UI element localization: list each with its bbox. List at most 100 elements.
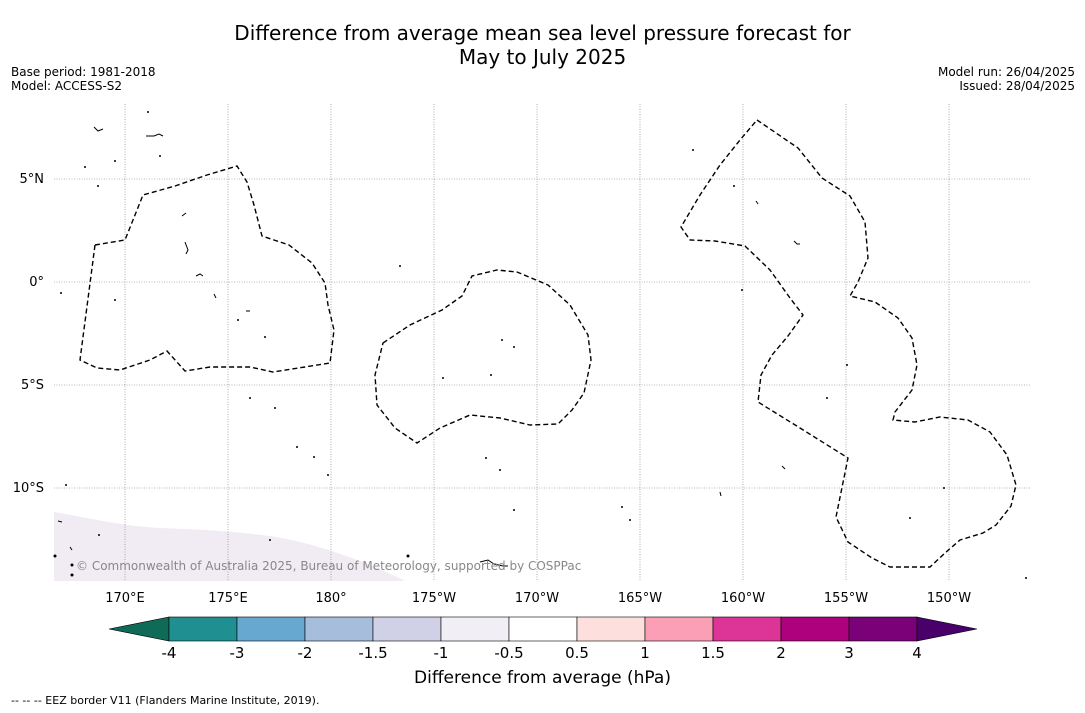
island (846, 364, 848, 366)
island (146, 133, 164, 137)
island (181, 212, 187, 217)
colorbar-tick-label: -3 (230, 644, 245, 662)
colorbar-segment (304, 616, 374, 642)
meta-right: Model run: 26/04/2025 Issued: 28/04/2025 (938, 65, 1075, 93)
island (781, 465, 786, 470)
island (629, 519, 631, 521)
island (1025, 577, 1027, 579)
island (93, 126, 104, 132)
eez-borders (79, 119, 1017, 568)
island (60, 292, 62, 294)
lon-label: 175°W (412, 591, 456, 606)
island (269, 539, 271, 541)
colorbar-tick-label: -4 (162, 644, 177, 662)
island (69, 546, 73, 551)
colorbar-segment (644, 616, 714, 642)
chart-title-line1: Difference from average mean sea level p… (234, 21, 851, 45)
island (296, 446, 298, 448)
island (213, 293, 217, 299)
colorbar-title: Difference from average (hPa) (414, 668, 671, 688)
colorbar-tick-label: -2 (298, 644, 313, 662)
colorbar-segments (168, 616, 918, 642)
chart-title-line2: May to July 2025 (458, 45, 627, 69)
island (70, 573, 74, 577)
island (264, 336, 266, 338)
island (84, 166, 86, 168)
copyright-text: © Commonwealth of Australia 2025, Bureau… (76, 559, 581, 573)
island (114, 299, 116, 301)
colorbar-tick-label: 3 (844, 644, 854, 662)
colorbar-tick-label: 2 (776, 644, 786, 662)
island (97, 185, 99, 187)
lon-label: 155°W (824, 591, 868, 606)
island (943, 487, 945, 489)
island (249, 397, 251, 399)
eez-border-line-islands (680, 119, 1017, 568)
island (65, 484, 67, 486)
colorbar: -4 -3 -2 -1.5 -1 -0.5 0.5 1 1.5 2 3 4 (108, 616, 978, 662)
colorbar-tick-label: 0.5 (565, 644, 589, 662)
island (826, 397, 828, 399)
map-background (54, 104, 1031, 581)
island (57, 520, 63, 523)
lat-label: 5°S (21, 378, 44, 393)
island (741, 289, 743, 291)
island (195, 273, 204, 277)
model-text: Model: ACCESS-S2 (11, 79, 123, 93)
island (733, 185, 735, 187)
island (70, 563, 74, 567)
island (406, 554, 410, 558)
model-run-text: Model run: 26/04/2025 (937, 65, 1075, 79)
island (479, 559, 508, 567)
island (501, 339, 503, 341)
island (53, 554, 57, 558)
colorbar-tick-label: 1.5 (701, 644, 725, 662)
lon-label: 160°W (721, 591, 765, 606)
island (98, 534, 100, 536)
island (719, 491, 722, 497)
island (184, 241, 189, 255)
island (485, 457, 487, 459)
lon-label: 175°E (208, 591, 248, 606)
colorbar-tick-label: -1 (434, 644, 449, 662)
lon-labels: 170°E 175°E 180° 175°W 170°W 165°W 160°W… (105, 591, 971, 606)
island (237, 319, 239, 321)
colorbar-tick-label: -0.5 (494, 644, 523, 662)
lon-label: 150°W (927, 591, 971, 606)
island (147, 111, 149, 113)
anomaly-field (54, 512, 405, 581)
island (513, 509, 515, 511)
colorbar-segment (848, 616, 918, 642)
colorbar-segment (780, 616, 850, 642)
map-panel: © Commonwealth of Australia 2025, Bureau… (53, 104, 1031, 581)
island (313, 456, 315, 458)
colorbar-segment (508, 616, 578, 642)
island (442, 377, 444, 379)
colorbar-segment (168, 616, 238, 642)
island-dots (53, 111, 1027, 579)
island (274, 407, 276, 409)
lat-label: 5°N (20, 172, 45, 187)
meta-left: Base period: 1981-2018 Model: ACCESS-S2 (11, 65, 156, 93)
island (621, 506, 623, 508)
island (399, 265, 401, 267)
island (755, 200, 759, 205)
footnote-eez: -- -- -- EEZ border V11 (Flanders Marine… (11, 694, 320, 707)
colorbar-over-arrow (916, 616, 978, 642)
eez-border-tuvalu-tokelau (374, 269, 592, 444)
lat-label: 10°S (13, 481, 44, 496)
colorbar-under-arrow (108, 616, 170, 642)
colorbar-segment (576, 616, 646, 642)
island (909, 517, 911, 519)
island (159, 155, 161, 157)
colorbar-tick-label: -1.5 (358, 644, 387, 662)
lon-label: 180° (315, 591, 346, 606)
island (114, 160, 116, 162)
island (692, 149, 694, 151)
lat-label: 0° (29, 275, 44, 290)
islands (57, 126, 800, 567)
lon-label: 170°E (105, 591, 145, 606)
colorbar-tick-labels: -4 -3 -2 -1.5 -1 -0.5 0.5 1 1.5 2 3 4 (162, 644, 922, 662)
gridlines (54, 104, 1031, 581)
colorbar-segment (372, 616, 442, 642)
